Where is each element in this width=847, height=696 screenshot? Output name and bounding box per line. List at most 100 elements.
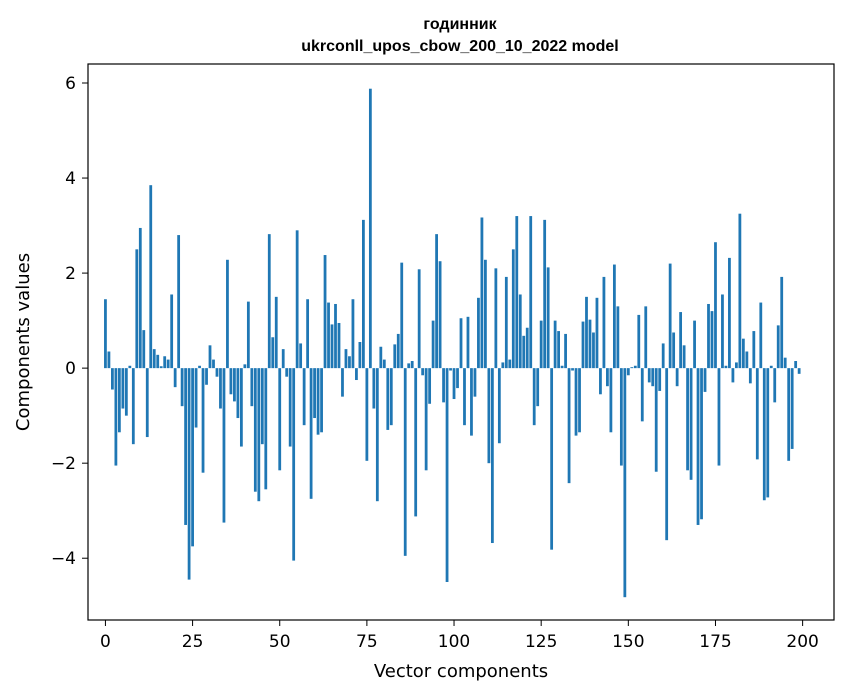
bar-19 [170,294,174,369]
bar-60 [313,368,316,419]
x-tick-label: 200 [786,632,818,652]
bar-10 [138,227,142,369]
bar-40 [243,364,247,369]
bar-115 [504,276,508,369]
bar-36 [229,368,233,395]
bar-151 [630,367,634,369]
bar-153 [637,314,641,369]
bar-101 [456,368,459,389]
bar-135 [574,368,578,436]
bar-176 [717,368,721,466]
bar-62 [320,368,323,433]
bar-39 [239,368,243,447]
bar-74 [362,219,365,369]
bar-120 [522,335,526,369]
bar-96 [438,261,442,369]
bar-103 [463,368,466,426]
bar-124 [536,368,540,407]
bar-125 [539,320,543,369]
bar-187 [755,368,759,460]
bar-109 [484,259,487,369]
bar-199 [797,368,801,374]
bar-86 [403,368,407,556]
bar-38 [236,368,240,419]
bar-169 [693,320,696,369]
bar-99 [449,368,452,371]
bar-158 [654,368,658,472]
bar-193 [776,325,780,369]
bar-175 [714,242,717,369]
bar-188 [759,302,763,369]
bar-16 [159,366,163,369]
x-tick-label: 150 [612,632,644,652]
y-axis-label: Components values [13,253,34,431]
bar-87 [407,363,411,369]
bar-46 [264,368,268,490]
bar-108 [480,217,484,369]
bar-24 [187,368,191,580]
bar-82 [389,368,393,426]
bar-195 [783,357,787,369]
bar-90 [417,269,421,369]
bar-72 [355,368,358,381]
bar-2 [111,368,114,390]
y-axis-ticks: −4 −2 0 2 4 6 [51,74,88,569]
bar-57 [302,368,306,426]
bar-79 [379,346,383,369]
bar-162 [668,263,672,369]
y-tick-label: −2 [51,454,76,474]
bar-133 [567,368,571,484]
bar-52 [285,368,289,377]
bar-197 [790,368,794,449]
bar-119 [518,294,522,369]
bar-64 [327,302,330,369]
bar-100 [452,368,456,400]
bar-4 [117,368,121,433]
bar-95 [435,234,438,369]
bar-22 [180,368,184,407]
bar-126 [543,219,547,369]
bar-184 [745,351,749,369]
bar-3 [114,368,118,466]
bar-65 [330,324,334,369]
bar-50 [278,368,282,471]
bar-14 [152,349,156,369]
bar-116 [508,359,512,369]
bar-49 [274,296,278,369]
bar-21 [177,235,181,369]
bar-189 [762,368,766,501]
x-axis-ticks: 0 25 50 75 100 125 150 175 200 [100,620,819,652]
bar-113 [497,368,501,444]
x-tick-label: 125 [525,632,557,652]
bar-66 [334,303,337,369]
bar-161 [665,368,669,541]
bar-28 [201,368,205,473]
bar-106 [473,368,477,397]
bar-93 [428,368,432,404]
bar-83 [393,344,397,369]
bar-114 [501,362,505,369]
bar-63 [323,255,327,369]
bar-177 [721,294,724,369]
bar-170 [696,368,700,525]
bar-173 [707,303,710,369]
bar-105 [470,368,473,436]
bar-196 [787,368,791,461]
bar-143 [602,276,606,369]
bar-81 [386,368,390,430]
bar-145 [609,368,613,433]
x-tick-label: 25 [182,632,204,652]
bar-140 [592,332,595,369]
bar-18 [166,359,170,369]
bar-43 [253,368,257,492]
bar-122 [529,216,533,369]
bar-141 [595,297,599,369]
bar-45 [260,368,264,445]
bar-70 [348,356,351,369]
bar-102 [459,318,463,369]
x-tick-label: 50 [269,632,291,652]
bar-33 [219,368,222,409]
x-tick-label: 175 [699,632,731,652]
bar-156 [647,368,651,383]
bar-185 [748,368,752,384]
